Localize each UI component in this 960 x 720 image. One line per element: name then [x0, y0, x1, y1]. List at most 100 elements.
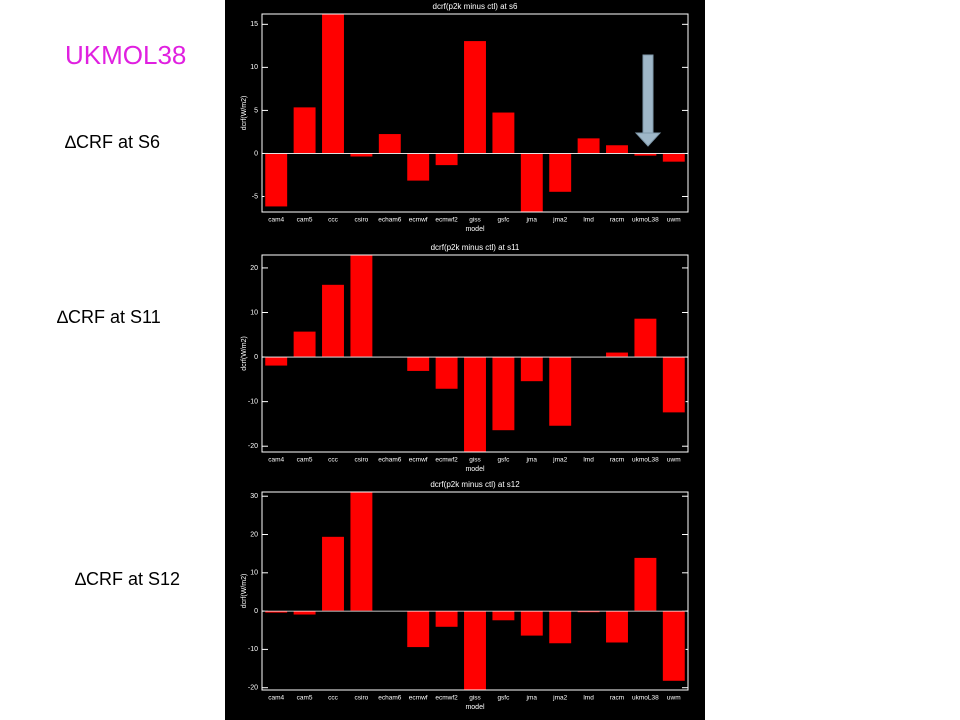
x-tick-label: giss: [469, 457, 481, 464]
bar: [491, 610, 516, 622]
bar: [548, 356, 572, 427]
y-tick-label: 0: [254, 608, 258, 615]
slide-title: UKMOL38: [65, 40, 186, 70]
x-tick-label: uwm: [667, 695, 681, 702]
x-tick-label: giss: [469, 217, 481, 224]
x-tick-label: gsfc: [497, 695, 510, 702]
x-tick-label: jma: [526, 695, 538, 702]
bar: [662, 153, 686, 163]
x-tick-label: gsfc: [497, 217, 510, 224]
x-tick-label: ccc: [328, 217, 339, 224]
bar: [463, 40, 487, 154]
y-tick-label: -10: [248, 398, 258, 405]
x-tick-label: echam6: [378, 695, 402, 702]
bar: [520, 610, 544, 637]
y-tick-label: 30: [250, 493, 258, 500]
bar: [349, 254, 374, 358]
x-tick-label: echam6: [378, 217, 402, 224]
x-tick-label: cam5: [297, 695, 313, 702]
x-tick-label: cam4: [268, 217, 284, 224]
y-tick-label: 0: [254, 150, 258, 157]
y-tick-label: 0: [254, 354, 258, 361]
bar: [463, 356, 487, 453]
y-tick-label: 10: [250, 570, 258, 577]
bar: [321, 284, 345, 358]
x-tick-label: jma: [526, 457, 538, 464]
x-tick-label: racm: [610, 695, 624, 702]
x-tick-label: ecmwf: [409, 695, 428, 702]
x-tick-label: jma2: [552, 217, 567, 224]
x-tick-label: jma: [526, 217, 538, 224]
x-tick-label: csiro: [355, 695, 369, 702]
x-tick-label: ukmoL38: [632, 217, 659, 224]
y-tick-label: 20: [250, 265, 258, 272]
bar: [491, 356, 516, 432]
x-tick-label: jma2: [552, 695, 567, 702]
x-tick-label: gsfc: [497, 457, 510, 464]
x-tick-label: echam6: [378, 457, 402, 464]
bar: [662, 610, 686, 682]
bar: [434, 153, 459, 166]
x-tick-label: ecmwf2: [435, 457, 458, 464]
bar: [520, 153, 544, 213]
x-tick-label: ccc: [328, 457, 339, 464]
y-tick-label: 5: [254, 107, 258, 114]
bar: [349, 491, 374, 612]
bar: [605, 610, 629, 644]
bar: [633, 317, 658, 358]
bar: [605, 144, 629, 154]
x-axis-label: model: [465, 466, 485, 473]
side-label: ∆CRF at S12: [75, 569, 180, 589]
x-tick-label: ecmwf: [409, 217, 428, 224]
bar: [292, 610, 317, 616]
bar: [378, 133, 402, 154]
bar: [406, 610, 430, 648]
y-tick-label: 10: [250, 64, 258, 71]
x-axis-label: model: [465, 226, 485, 233]
bar: [406, 153, 430, 182]
y-tick-label: 10: [250, 309, 258, 316]
x-tick-label: csiro: [355, 217, 369, 224]
y-tick-label: -20: [248, 685, 258, 692]
y-tick-label: 20: [250, 531, 258, 538]
arrow: [634, 54, 662, 147]
panel-label: S12: [610, 505, 642, 525]
x-tick-label: lmd: [583, 217, 594, 224]
side-label: ∆CRF at S6: [65, 132, 160, 152]
bar: [633, 557, 658, 612]
x-tick-label: lmd: [583, 457, 594, 464]
x-tick-label: ecmwf2: [435, 695, 458, 702]
y-axis-label: dcrf(W/m2): [241, 96, 248, 131]
x-tick-label: giss: [469, 695, 481, 702]
y-axis-label: dcrf(W/m2): [241, 336, 248, 371]
bar: [264, 153, 288, 208]
x-tick-label: cam5: [297, 457, 313, 464]
side-label: ∆CRF at S11: [57, 307, 161, 327]
y-tick-label: -5: [252, 193, 258, 200]
bar: [292, 330, 317, 358]
y-tick-label: -20: [248, 443, 258, 450]
x-tick-label: uwm: [667, 217, 681, 224]
plot-frame: [261, 491, 689, 691]
x-tick-label: lmd: [583, 695, 594, 702]
x-tick-label: csiro: [355, 457, 369, 464]
bar: [662, 356, 686, 414]
panel-label: S6: [595, 57, 617, 77]
bar: [349, 153, 374, 158]
chart-title: dcrf(p2k minus ctl) at s6: [433, 2, 518, 11]
bar: [406, 356, 430, 372]
bar: [548, 610, 572, 645]
y-tick-label: 15: [250, 21, 258, 28]
x-tick-label: cam5: [297, 217, 313, 224]
bar: [264, 356, 288, 367]
bar: [548, 153, 572, 193]
bar: [576, 137, 601, 154]
x-tick-label: ecmwf: [409, 457, 428, 464]
x-tick-label: ukmoL38: [632, 695, 659, 702]
chart-title: dcrf(p2k minus ctl) at s11: [431, 243, 520, 252]
bar: [520, 356, 544, 382]
x-tick-label: jma2: [552, 457, 567, 464]
y-tick-label: -10: [248, 646, 258, 653]
